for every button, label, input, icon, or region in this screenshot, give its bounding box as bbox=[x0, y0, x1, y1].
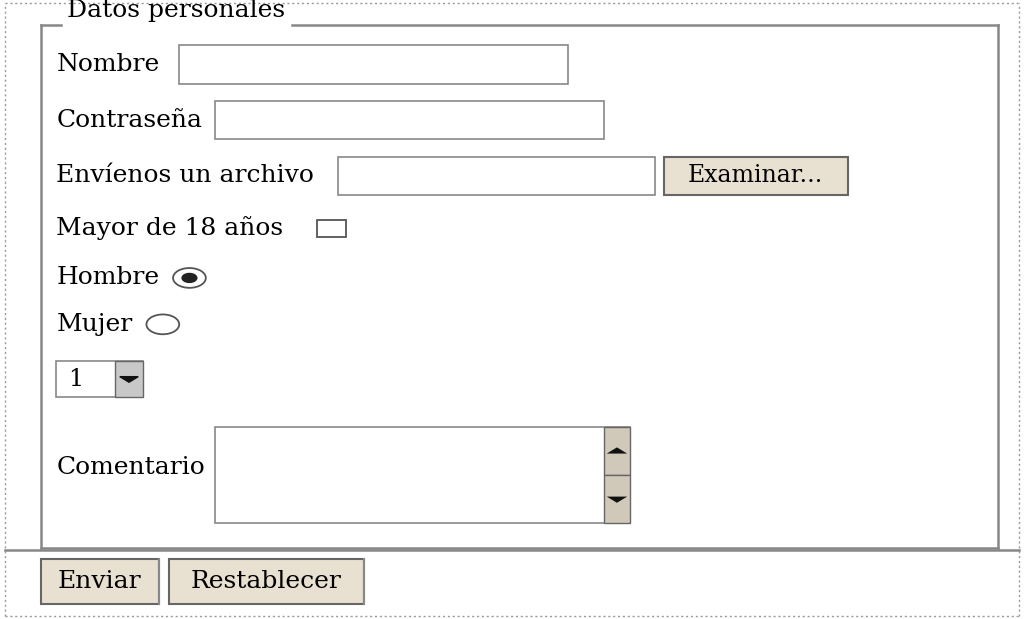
Bar bbox=[604, 475, 630, 523]
Polygon shape bbox=[120, 376, 138, 382]
Text: Examinar...: Examinar... bbox=[688, 164, 823, 188]
Bar bbox=[664, 157, 848, 195]
Bar bbox=[215, 101, 604, 139]
Text: Enviar: Enviar bbox=[58, 569, 141, 593]
Bar bbox=[338, 157, 655, 195]
Text: Restablecer: Restablecer bbox=[190, 569, 342, 593]
Bar bbox=[41, 559, 159, 604]
Text: Datos personales: Datos personales bbox=[67, 0, 285, 22]
Bar bbox=[179, 45, 568, 84]
Bar bbox=[604, 427, 630, 475]
Text: Contraseña: Contraseña bbox=[56, 108, 203, 132]
Polygon shape bbox=[606, 496, 627, 503]
Polygon shape bbox=[606, 448, 627, 454]
Circle shape bbox=[182, 274, 197, 282]
Text: Nombre: Nombre bbox=[56, 53, 160, 76]
Text: Mujer: Mujer bbox=[56, 313, 132, 336]
Bar bbox=[56, 361, 143, 397]
Text: 1: 1 bbox=[69, 368, 84, 391]
Bar bbox=[169, 559, 364, 604]
Text: Envíenos un archivo: Envíenos un archivo bbox=[56, 164, 314, 188]
Bar bbox=[115, 361, 143, 397]
Text: Hombre: Hombre bbox=[56, 266, 160, 290]
Bar bbox=[215, 427, 630, 523]
Text: Mayor de 18 años: Mayor de 18 años bbox=[56, 217, 284, 240]
Text: Comentario: Comentario bbox=[56, 456, 205, 479]
Bar bbox=[317, 220, 346, 237]
